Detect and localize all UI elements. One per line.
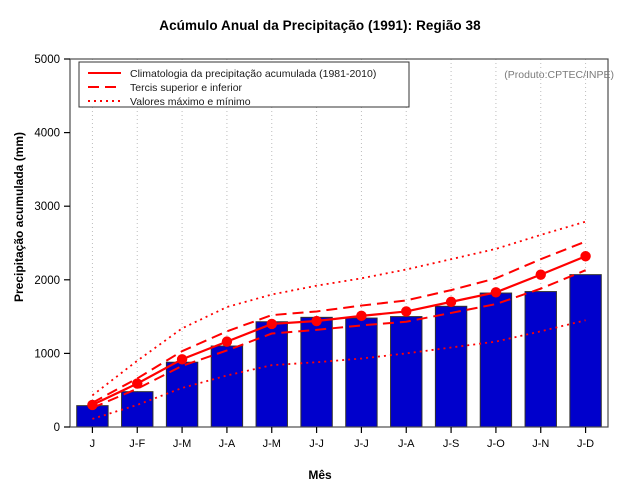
chart-legend: Climatologia da precipitação acumulada (… (78, 61, 410, 108)
data-point-marker (176, 354, 188, 365)
chart-title: Acúmulo Anual da Precipitação (1991): Re… (159, 18, 481, 33)
data-point-marker (132, 378, 143, 389)
axis-frame (69, 58, 609, 428)
series-line-dotted (92, 319, 586, 420)
series-line-solid (91, 255, 587, 406)
x-tick-label: J-M (173, 438, 191, 450)
data-point-marker (311, 315, 322, 327)
bars-group (76, 274, 602, 428)
y-tick-label: 5000 (34, 54, 60, 66)
climatology-markers-group (87, 251, 591, 411)
bar (255, 321, 288, 428)
data-point-marker (221, 336, 233, 347)
data-point-marker (401, 306, 412, 317)
y-axis-ticks: 0 1000 2000 3000 4000 5000 (34, 54, 70, 434)
bar (345, 317, 378, 428)
x-tick-label: J-J (354, 438, 369, 450)
series-lines-group (91, 220, 587, 420)
x-tick-label: J-S (443, 438, 460, 450)
y-tick-label: 3000 (34, 201, 60, 213)
data-point-marker (535, 269, 546, 280)
legend-box (78, 61, 410, 108)
bar (210, 345, 244, 428)
x-tick-label: J-N (532, 438, 549, 450)
bar (524, 291, 557, 428)
series-line-dotted (91, 220, 586, 397)
grid-lines (91, 59, 587, 427)
x-tick-label: J-J (309, 438, 324, 450)
bar (569, 274, 602, 428)
y-tick-label: 4000 (34, 128, 60, 140)
data-point-marker (445, 296, 457, 308)
x-tick-label: J-F (129, 438, 145, 450)
series-line-dashed (91, 240, 586, 404)
data-point-marker (87, 399, 98, 411)
legend-label: Climatologia da precipitação acumulada (… (130, 68, 376, 80)
data-point-marker (580, 251, 591, 262)
source-annotation: (Produto:CPTEC/INPE) (504, 69, 614, 81)
data-point-marker (356, 310, 367, 322)
x-tick-label: J-A (219, 438, 236, 450)
x-tick-label: J-D (577, 438, 594, 450)
legend-label: Tercis superior e inferior (130, 82, 243, 94)
x-axis-ticks: J J-F J-M J-A J-M J-J J-J J-A J-S J-O J-N J-D (90, 427, 594, 450)
bar (121, 391, 154, 428)
bar (390, 316, 423, 428)
x-tick-label: J-A (398, 438, 415, 450)
bar (165, 361, 199, 428)
x-tick-label: J-O (487, 438, 505, 450)
bar (300, 316, 333, 428)
x-tick-label: J (90, 438, 96, 450)
data-point-marker (266, 318, 277, 330)
bar (434, 305, 468, 428)
legend-label: Valores máximo e mínimo (130, 96, 251, 108)
data-point-marker (490, 287, 502, 298)
y-tick-label: 0 (54, 422, 60, 434)
series-line-dashed (92, 269, 586, 409)
x-axis-label: Mês (308, 468, 332, 482)
x-tick-label: J-M (263, 438, 281, 450)
y-tick-label: 1000 (34, 348, 60, 360)
bar (479, 292, 513, 428)
axes-group (69, 58, 609, 428)
y-tick-label: 2000 (34, 275, 60, 287)
